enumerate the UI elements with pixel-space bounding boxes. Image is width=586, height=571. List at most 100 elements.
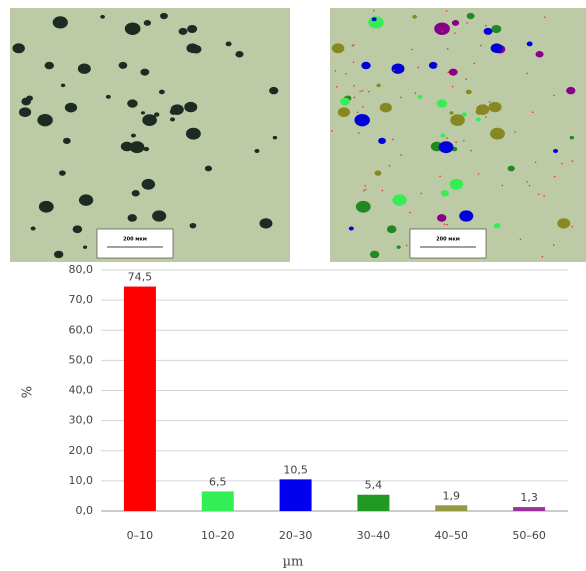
speck bbox=[542, 256, 544, 258]
bar bbox=[357, 495, 389, 511]
speck bbox=[352, 45, 354, 47]
bar bbox=[513, 507, 545, 511]
particle bbox=[131, 134, 136, 138]
speck bbox=[485, 116, 487, 118]
value-label: 74,5 bbox=[128, 271, 153, 284]
speck bbox=[553, 95, 555, 97]
particle bbox=[132, 190, 140, 196]
particle bbox=[449, 69, 458, 76]
speck bbox=[344, 96, 346, 98]
speck bbox=[489, 101, 491, 103]
speck bbox=[554, 176, 556, 178]
particle bbox=[160, 13, 168, 19]
bar bbox=[124, 287, 156, 511]
particle bbox=[187, 25, 197, 33]
speck bbox=[463, 140, 465, 142]
speck bbox=[486, 34, 488, 36]
scale-bar: 200 мкм bbox=[410, 229, 486, 258]
particle bbox=[476, 117, 481, 121]
speck bbox=[362, 90, 364, 92]
y-tick-label: 10,0 bbox=[69, 474, 94, 487]
particle bbox=[235, 51, 243, 58]
speck bbox=[474, 63, 476, 65]
particle bbox=[340, 98, 350, 106]
micrograph-background bbox=[330, 8, 586, 262]
particle bbox=[397, 246, 401, 249]
particle bbox=[332, 43, 344, 53]
speck bbox=[353, 61, 355, 63]
speck bbox=[411, 49, 413, 51]
scale-box bbox=[410, 229, 486, 258]
x-tick-label: 20–30 bbox=[279, 529, 313, 542]
particle bbox=[61, 84, 65, 87]
speck bbox=[455, 141, 457, 143]
particle bbox=[535, 51, 543, 58]
particle bbox=[128, 214, 137, 222]
value-label: 6,5 bbox=[209, 475, 227, 488]
particle bbox=[186, 128, 201, 140]
speck bbox=[417, 67, 419, 69]
particle bbox=[570, 136, 574, 140]
particle bbox=[226, 41, 232, 46]
particle bbox=[130, 141, 145, 153]
x-tick-label: 0–10 bbox=[127, 529, 154, 542]
speck bbox=[470, 150, 472, 152]
speck bbox=[359, 91, 361, 93]
particle bbox=[37, 114, 52, 126]
particle bbox=[190, 223, 197, 228]
particle bbox=[450, 114, 465, 126]
particle bbox=[439, 141, 454, 153]
speck bbox=[502, 185, 504, 187]
particle bbox=[269, 87, 278, 94]
particle bbox=[508, 166, 515, 172]
particle bbox=[259, 218, 272, 228]
particle bbox=[141, 111, 145, 114]
particle bbox=[179, 28, 188, 35]
speck bbox=[406, 245, 408, 247]
particle bbox=[140, 69, 149, 76]
x-tick-label: 10–20 bbox=[201, 529, 235, 542]
speck bbox=[353, 85, 355, 87]
x-tick-label: 40–50 bbox=[435, 529, 469, 542]
particle bbox=[490, 128, 505, 140]
particle bbox=[450, 179, 463, 190]
speck bbox=[454, 32, 456, 34]
particle bbox=[527, 41, 533, 46]
speck bbox=[535, 162, 537, 164]
speck bbox=[446, 10, 448, 12]
speck bbox=[415, 92, 417, 94]
particle bbox=[125, 22, 141, 35]
y-tick-label: 60,0 bbox=[69, 323, 94, 336]
particle bbox=[553, 149, 558, 153]
particle bbox=[372, 17, 377, 21]
particle bbox=[39, 201, 54, 213]
particle bbox=[100, 15, 105, 19]
speck bbox=[466, 22, 468, 24]
speck bbox=[446, 224, 448, 226]
y-axis-label: % bbox=[21, 386, 36, 398]
particle bbox=[370, 251, 379, 258]
speck bbox=[389, 165, 391, 167]
particle bbox=[73, 225, 83, 233]
speck bbox=[465, 78, 467, 80]
particle bbox=[119, 62, 128, 69]
particle bbox=[19, 107, 31, 117]
speck bbox=[478, 173, 480, 175]
particle bbox=[142, 114, 157, 126]
particle bbox=[441, 190, 449, 196]
particle bbox=[12, 43, 24, 53]
particle bbox=[356, 201, 371, 213]
speck bbox=[572, 160, 574, 162]
speck bbox=[442, 31, 444, 33]
particle bbox=[387, 225, 397, 233]
particle bbox=[78, 64, 91, 74]
speck bbox=[447, 48, 449, 50]
particle bbox=[171, 104, 184, 114]
particle bbox=[159, 90, 165, 95]
scale-box bbox=[97, 229, 173, 258]
y-tick-label: 50,0 bbox=[69, 353, 94, 366]
speck bbox=[362, 106, 364, 108]
y-tick-label: 30,0 bbox=[69, 414, 94, 427]
speck bbox=[446, 137, 448, 139]
y-tick-label: 20,0 bbox=[69, 444, 94, 457]
